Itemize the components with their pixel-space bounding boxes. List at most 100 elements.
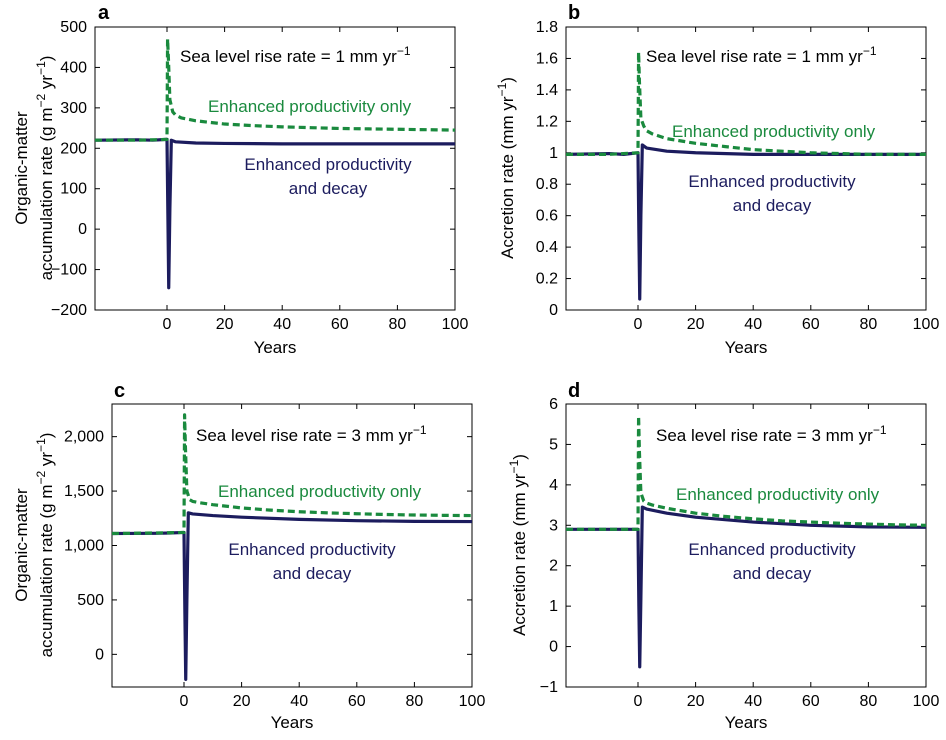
series-label: and decay	[733, 196, 812, 215]
x-tick-label: 100	[442, 316, 469, 333]
panel-letter: b	[568, 2, 580, 24]
y-tick-label: 6	[549, 396, 558, 413]
y-tick-label: 0	[549, 302, 558, 319]
series-line-enhanced-productivity-and-decay	[566, 505, 926, 669]
y-tick-label: 1.6	[536, 50, 558, 67]
series-line-enhanced-productivity-only	[566, 414, 926, 531]
x-tick-label: 20	[687, 316, 705, 333]
y-tick-label: 0	[78, 221, 87, 238]
x-tick-label: 0	[634, 316, 643, 333]
series-label: and decay	[733, 564, 812, 583]
y-tick-label: 500	[77, 592, 104, 609]
panel-letter: a	[98, 2, 110, 24]
y-tick-label: 0.2	[536, 271, 558, 288]
y-tick-label: −100	[51, 262, 87, 279]
y-tick-label: 300	[60, 100, 87, 117]
x-tick-label: 60	[331, 316, 349, 333]
series-label: Enhanced productivity	[688, 172, 856, 191]
y-axis-label: Accretion rate (mm yr−1)	[507, 454, 529, 636]
series-label: Enhanced productivity	[688, 540, 856, 559]
y-axis-label-line1: Organic-matter	[12, 488, 31, 602]
series-line-enhanced-productivity-and-decay	[566, 143, 926, 301]
sea-level-annotation: Sea level rise rate = 1 mm yr−1	[646, 44, 877, 66]
x-tick-label: 60	[348, 693, 366, 710]
plot-frame	[565, 403, 927, 688]
x-tick-label: 20	[687, 693, 705, 710]
y-tick-label: 5	[549, 436, 558, 453]
x-tick-label: 0	[180, 693, 189, 710]
y-tick-label: 0.6	[536, 208, 558, 225]
series-label: Enhanced productivity	[244, 155, 412, 174]
x-axis-label: Years	[725, 338, 768, 357]
y-tick-label: 1.2	[536, 113, 558, 130]
series-line-enhanced-productivity-and-decay	[112, 511, 472, 681]
x-axis-label: Years	[271, 713, 314, 732]
y-tick-label: 500	[60, 19, 87, 36]
x-tick-label: 40	[290, 693, 308, 710]
y-tick-label: 0	[95, 646, 104, 663]
y-axis-label-line1: Organic-matter	[12, 111, 31, 225]
y-tick-label: −1	[540, 679, 558, 696]
series-label: Enhanced productivity only	[676, 485, 880, 504]
y-tick-label: 2,000	[64, 429, 104, 446]
y-tick-label: 0.4	[536, 239, 558, 256]
x-tick-label: 20	[216, 316, 234, 333]
x-tick-label: 40	[273, 316, 291, 333]
x-tick-label: 0	[163, 316, 172, 333]
x-tick-label: 100	[459, 693, 486, 710]
panel-a: a 0 20 40 60 80 100 −200 −100 0 100 200 300 400 500 Yea…	[12, 2, 468, 357]
x-tick-label: 80	[389, 316, 407, 333]
series-label: Enhanced productivity only	[218, 482, 422, 501]
series-line-enhanced-productivity-only	[112, 413, 472, 536]
y-tick-label: −200	[51, 302, 87, 319]
y-tick-label: 0.8	[536, 176, 558, 193]
series-label: and decay	[289, 179, 368, 198]
y-tick-label: 4	[549, 477, 558, 494]
x-tick-label: 80	[406, 693, 424, 710]
y-tick-label: 1	[549, 145, 558, 162]
y-tick-label: 1.8	[536, 19, 558, 36]
panel-b: b 0 20 40 60 80 100 0 0.2 0.4 0.6 0.8 1 1.2 1.4 1.6 1.8 Y…	[495, 2, 939, 357]
series-label: and decay	[273, 564, 352, 583]
y-tick-label: 0	[549, 639, 558, 656]
series-label: Enhanced productivity	[228, 540, 396, 559]
y-tick-label: 1	[549, 598, 558, 615]
y-axis-label-line2: accumulation rate (g m−2 yr−1)	[34, 56, 56, 281]
x-tick-label: 40	[744, 693, 762, 710]
panel-letter: d	[568, 380, 580, 402]
series-label: Enhanced productivity only	[208, 97, 412, 116]
y-tick-label: 100	[60, 181, 87, 198]
y-tick-label: 2	[549, 558, 558, 575]
series-line-enhanced-productivity-and-decay	[95, 137, 455, 290]
x-tick-label: 100	[913, 693, 940, 710]
x-axis-label: Years	[254, 338, 297, 357]
x-tick-label: 20	[233, 693, 251, 710]
panel-d: d 0 20 40 60 80 100 −1 0 1 2 3 4 5 6 Years Accretion rat…	[507, 380, 939, 732]
sea-level-annotation: Sea level rise rate = 3 mm yr−1	[656, 423, 887, 445]
y-axis-label: Accretion rate (mm yr−1)	[495, 77, 517, 259]
y-tick-label: 200	[60, 140, 87, 157]
panel-c: c 0 20 40 60 80 100 0 500 1,000 1,500 2,000 Years Org…	[12, 380, 485, 732]
y-axis-label-line2: accumulation rate (g m−2 yr−1)	[34, 433, 56, 658]
plot-frame	[565, 26, 927, 311]
x-axis-label: Years	[725, 713, 768, 732]
plot-frame	[94, 26, 456, 311]
x-tick-label: 0	[634, 693, 643, 710]
x-tick-label: 60	[802, 693, 820, 710]
x-tick-label: 80	[860, 316, 878, 333]
y-tick-label: 400	[60, 59, 87, 76]
y-tick-label: 1.4	[536, 82, 558, 99]
series-label: Enhanced productivity only	[672, 122, 876, 141]
x-tick-label: 60	[802, 316, 820, 333]
series-line-enhanced-productivity-only	[95, 37, 455, 142]
sea-level-annotation: Sea level rise rate = 3 mm yr−1	[196, 423, 427, 445]
y-tick-label: 3	[549, 517, 558, 534]
panel-letter: c	[114, 380, 125, 402]
x-tick-label: 80	[860, 693, 878, 710]
x-tick-label: 100	[913, 316, 940, 333]
y-tick-label: 1,000	[64, 538, 104, 555]
x-tick-label: 40	[744, 316, 762, 333]
sea-level-annotation: Sea level rise rate = 1 mm yr−1	[180, 44, 411, 66]
